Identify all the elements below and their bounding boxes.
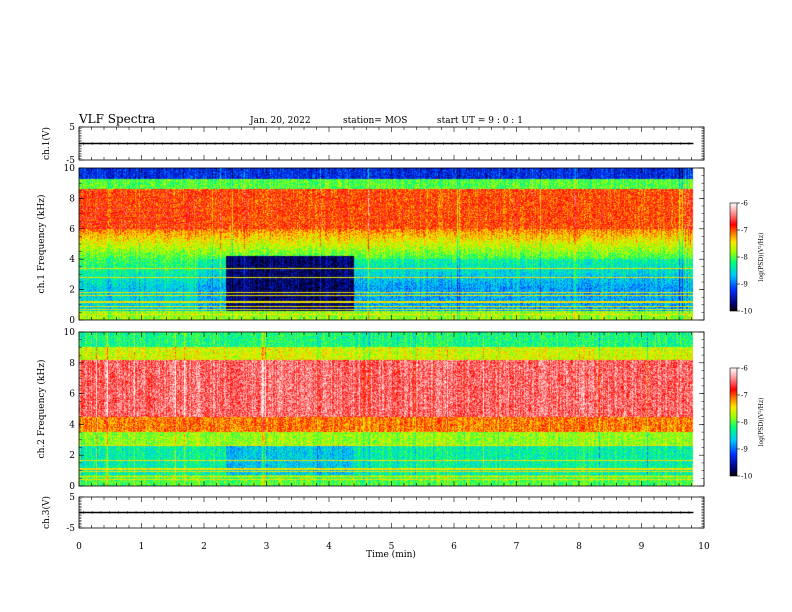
- ch2-spectrogram-ytick-label: 6: [69, 390, 75, 400]
- ch1-colorbar-tick-label: -9: [741, 281, 748, 289]
- ch2-spectrogram-ytick-label: 8: [69, 359, 75, 369]
- ch2-colorbar-tick-label: -7: [741, 392, 748, 400]
- ch1-colorbar-tick-label: -10: [741, 308, 752, 316]
- ch2-colorbar: -6 -7 -8 -9 -10 log(PSD)(V²/Hz): [729, 365, 765, 481]
- date-label: Jan. 20, 2022: [249, 116, 311, 126]
- ch2-colorbar-label: log(PSD)(V²/Hz): [758, 398, 765, 447]
- ch1-colorbar-tick-label: -7: [741, 227, 748, 235]
- ch1-spectrogram-ytick-label: 2: [69, 286, 75, 296]
- ch1-spectrogram-image: [79, 168, 704, 320]
- ch2-colorbar-tick-label: -10: [741, 473, 752, 481]
- ch3-waveform-ylabel: ch.3(V): [41, 496, 52, 529]
- ch1-waveform-panel: 5 -5 ch.1(V): [41, 123, 705, 166]
- ch2-colorbar-gradient: [729, 367, 738, 477]
- ch2-spectrogram-ylabel: ch.2 Frequency (kHz): [36, 360, 47, 459]
- ch2-spectrogram-ytick-label: 2: [69, 451, 75, 461]
- station-label: station= MOS: [343, 116, 407, 126]
- ch2-colorbar-tick-label: -8: [741, 419, 748, 427]
- ch2-spectrogram-ytick-label: 0: [69, 482, 75, 492]
- ch1-colorbar-tick-label: -8: [741, 254, 748, 262]
- x-axis-label: Time (min): [366, 549, 416, 560]
- ch2-colorbar-tick-label: -9: [741, 446, 748, 454]
- x-tick-label: 5: [389, 542, 395, 552]
- ch1-waveform-ytick-label: -5: [66, 156, 75, 166]
- ch3-waveform-ytick-label: -5: [66, 524, 75, 534]
- x-tick-label: 7: [514, 542, 520, 552]
- ch1-colorbar: -6 -7 -8 -9 -10 log(PSD)(V²/Hz): [729, 200, 765, 316]
- x-tick-label: 1: [139, 542, 145, 552]
- x-tick-label: 8: [576, 542, 582, 552]
- time-axis: 0 1 2 3 4 5 6 7 8 9 10: [76, 542, 710, 552]
- x-tick-label: 0: [76, 542, 82, 552]
- x-tick-label: 6: [451, 542, 457, 552]
- x-tick-label: 10: [698, 542, 710, 552]
- x-tick-label: 4: [326, 542, 332, 552]
- ch1-waveform-ylabel: ch.1(V): [41, 127, 52, 160]
- ch2-spectrogram-ytick-label: 4: [69, 420, 75, 430]
- ch2-colorbar-tick-label: -6: [741, 365, 748, 373]
- ch2-spectrogram-image: [79, 332, 704, 486]
- ch2-spectrogram-ytick-label: 10: [64, 328, 76, 338]
- ch3-waveform-panel: 5 -5 ch.3(V): [41, 493, 705, 534]
- x-tick-label: 3: [264, 542, 270, 552]
- ch1-colorbar-gradient: [729, 202, 738, 312]
- ch1-colorbar-tick-label: -6: [741, 200, 748, 208]
- ch1-spectrogram-ytick-label: 10: [64, 164, 76, 174]
- figure-title: VLF Spectra: [78, 112, 155, 126]
- ch3-waveform-ytick-label: 5: [69, 493, 75, 503]
- ch1-spectrogram-ytick-label: 0: [69, 316, 75, 326]
- ch1-waveform-ytick-label: 5: [69, 123, 75, 133]
- ch1-colorbar-label: log(PSD)(V²/Hz): [758, 233, 765, 282]
- x-tick-label: 2: [201, 542, 207, 552]
- ch1-spectrogram-panel: 0 2 4 6 8 10 ch.1 Frequency (kHz): [36, 164, 705, 326]
- start-time-label: start UT = 9 : 0 : 1: [437, 116, 523, 126]
- ch1-spectrogram-ytick-label: 8: [69, 194, 75, 204]
- x-tick-label: 9: [639, 542, 645, 552]
- ch1-spectrogram-ytick-label: 6: [69, 225, 75, 235]
- ch2-spectrogram-panel: 0 2 4 6 8 10 ch.2 Frequency (kHz): [36, 328, 705, 492]
- ch1-spectrogram-ytick-label: 4: [69, 255, 75, 265]
- ch1-spectrogram-ylabel: ch.1 Frequency (kHz): [36, 195, 47, 294]
